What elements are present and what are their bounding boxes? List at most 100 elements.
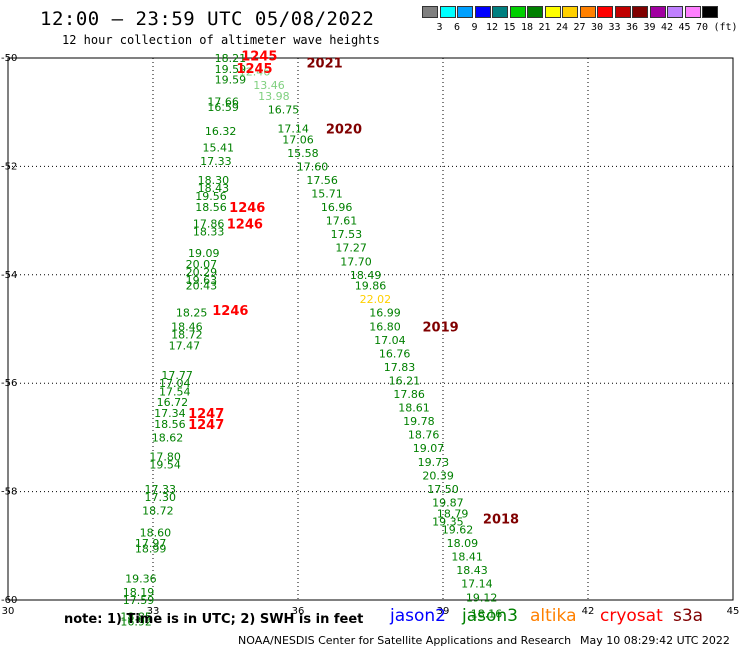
swh-value-label: 19.87 [432,496,464,509]
swh-value-label: 18.33 [193,225,225,238]
swh-value-label: 18.79 [437,507,469,520]
swh-value-label: 18.30 [198,174,230,187]
swh-value-label: 20.39 [422,469,454,482]
colorbar-label: 36 [625,22,639,33]
swh-value-label: 19.54 [149,459,181,472]
swh-value-label: 19.56 [195,190,227,203]
swh-value-label: 15.41 [203,141,235,154]
swh-value-label: 16.80 [369,320,401,333]
y-tick-label: -58 [1,487,17,498]
swh-value-label: 19.12 [466,591,498,604]
swh-value-label: 16.96 [321,201,353,214]
swh-value-label: 17.04 [374,334,406,347]
swh-value-label: 22.02 [360,293,392,306]
swh-value-label: 18.85 [120,610,152,623]
swh-value-label: 19.86 [355,280,387,293]
pass-time-label: 1247 [188,407,224,422]
pass-time-label: 1247 [188,418,224,433]
y-tick-label: -52 [1,161,17,172]
pass-time-label: 1245 [236,62,272,77]
colorbar-swatch [439,6,456,18]
swh-value-label: 19.62 [442,524,474,537]
swh-value-label: 18.16 [471,608,503,621]
colorbar-swatch [492,6,508,18]
swh-value-label: 19.73 [418,456,450,469]
swh-value-label: 18.72 [142,505,174,518]
colorbar-label: 33 [608,22,621,33]
y-tick-label: -50 [1,53,17,64]
colorbar-swatch [544,6,561,18]
swh-value-label: 13.46 [253,79,285,92]
swh-value-label: 17.97 [135,537,167,550]
colorbar-label: 39 [643,22,656,33]
swh-value-label: 16.76 [379,347,411,360]
swh-value-label: 20.43 [186,280,218,293]
legend-altika: altika [530,606,577,626]
swh-value-label: 18.61 [398,402,430,415]
x-tick-label: 33 [147,606,160,617]
pass-time-label: 1245 [241,49,277,64]
colorbar-label: 27 [573,22,586,33]
swh-value-label: 17.47 [169,339,201,352]
swh-value-label: 18.21 [215,52,247,65]
pass-time-label: 1246 [229,201,265,216]
swh-value-label: 18.99 [135,543,167,556]
swh-value-label: 17.56 [306,174,338,187]
swh-value-label: 17.14 [461,578,493,591]
pass-time-label: 2018 [483,513,519,528]
swh-value-label: 18.41 [451,551,483,564]
swh-value-label: 17.06 [282,133,314,146]
swh-value-label: 17.59 [123,594,155,607]
colorbar-label: 12 [485,22,499,33]
swh-value-label: 18.43 [456,564,488,577]
swh-value-label: 18.46 [171,320,203,333]
y-tick-label: -54 [1,270,17,281]
colorbar-label: 30 [590,22,604,33]
swh-value-label: 17.66 [207,95,239,108]
swh-value-label: 16.59 [207,101,239,114]
swh-value-label: 18.56 [154,418,186,431]
pass-time-label: 2020 [326,122,362,137]
colorbar-swatch [579,6,596,18]
swh-value-label: 16.72 [157,396,189,409]
swh-value-label: 19.78 [403,415,435,428]
colorbar-label: 15 [503,22,516,33]
swh-value-label: 17.86 [393,388,425,401]
colorbar-swatch [527,6,543,18]
pass-time-label: 1246 [212,304,248,319]
chart-subtitle: 12 hour collection of altimeter wave hei… [62,33,380,47]
swh-value-label: 17.77 [161,369,193,382]
x-tick-label: 45 [727,606,740,617]
colorbar-swatch [702,6,718,18]
swh-value-label: 17.04 [159,377,191,390]
colorbar-swatch [562,6,578,18]
pass-time-label: 1246 [227,217,263,232]
swh-value-label: 17.30 [145,491,177,504]
colorbar-label: 70 [695,22,709,33]
swh-value-label: 18.19 [123,586,155,599]
swh-value-label: 17.60 [297,160,329,173]
plot-frame [7,57,734,601]
swh-value-label: 19.09 [188,247,220,260]
legend-jason3: jason3 [462,606,518,626]
swh-value-label: 19.36 [125,572,157,585]
swh-value-label: 13.98 [258,90,290,103]
swh-value-label: 18.09 [447,537,479,550]
swh-value-label: 18.72 [171,328,203,341]
swh-value-label: 18.76 [408,429,440,442]
colorbar-swatch [649,6,666,18]
x-tick-label: 39 [437,606,450,617]
colorbar-label: 24 [555,22,569,33]
colorbar-swatch [509,6,526,18]
colorbar-label: 6 [453,22,461,33]
colorbar-swatch [632,6,648,18]
swh-value-label: 17.34 [154,407,186,420]
colorbar-swatch [614,6,631,18]
swh-value-label: 15.58 [287,147,319,160]
swh-value-label: 16.75 [268,103,300,116]
swh-value-label: 17.80 [149,450,181,463]
swh-value-label: 18.56 [195,201,227,214]
swh-value-label: 19.35 [432,515,464,528]
swh-value-label: 18.25 [176,307,208,320]
